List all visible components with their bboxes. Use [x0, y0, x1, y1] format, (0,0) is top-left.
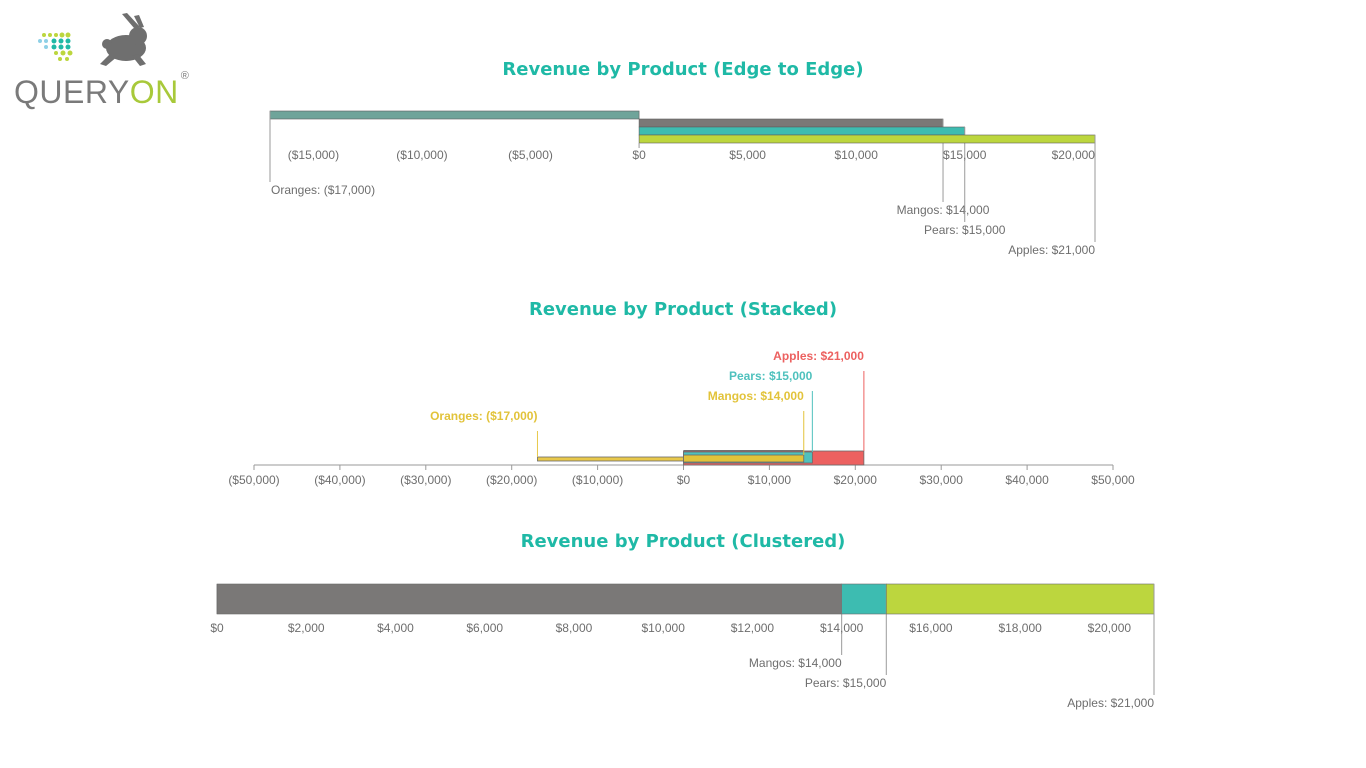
tick-label: $8,000 — [556, 621, 593, 635]
tick-label: ($50,000) — [228, 473, 279, 487]
tick-label: ($10,000) — [572, 473, 623, 487]
data-label-mangos: Mangos: $14,000 — [749, 656, 842, 670]
tick-label: $18,000 — [998, 621, 1042, 635]
tick-label: $10,000 — [748, 473, 792, 487]
tick-label: $10,000 — [641, 621, 685, 635]
tick-label: $2,000 — [288, 621, 325, 635]
tick-label: $20,000 — [834, 473, 878, 487]
data-label-apples: Apples: $21,000 — [1008, 243, 1095, 257]
tick-label: $0 — [632, 148, 646, 162]
data-label-mangos: Mangos: $14,000 — [708, 389, 804, 403]
tick-label: ($10,000) — [396, 148, 447, 162]
tick-label: ($15,000) — [288, 148, 339, 162]
tick-label: $15,000 — [943, 148, 987, 162]
tick-label: $0 — [210, 621, 224, 635]
tick-label: $20,000 — [1088, 621, 1132, 635]
tick-label: ($5,000) — [508, 148, 553, 162]
data-label-apples: Apples: $21,000 — [773, 349, 864, 363]
bar-pears — [638, 126, 966, 136]
tick-label: $4,000 — [377, 621, 414, 635]
data-label-pears: Pears: $15,000 — [924, 223, 1006, 237]
rabbit-logo-icon — [38, 13, 147, 66]
tick-label: $14,000 — [820, 621, 864, 635]
tick-label: $40,000 — [1005, 473, 1049, 487]
data-label-mangos: Mangos: $14,000 — [897, 203, 990, 217]
tick-label: ($30,000) — [400, 473, 451, 487]
tick-label: $10,000 — [834, 148, 878, 162]
data-label-oranges: Oranges: ($17,000) — [430, 409, 537, 423]
tick-label: $5,000 — [729, 148, 766, 162]
logo-wordmark: QUERYON ® — [14, 70, 190, 110]
bar-mangos — [216, 583, 842, 615]
bar-mangos — [683, 454, 805, 463]
tick-label: $30,000 — [920, 473, 964, 487]
tick-label: $20,000 — [1052, 148, 1096, 162]
tick-label: $16,000 — [909, 621, 953, 635]
tick-label: ($40,000) — [314, 473, 365, 487]
chart-title-clustered: Revenue by Product (Clustered) — [520, 531, 846, 552]
data-label-apples: Apples: $21,000 — [1067, 696, 1154, 710]
tick-label: ($20,000) — [486, 473, 537, 487]
bar-mangos — [638, 118, 944, 128]
tick-label: $6,000 — [466, 621, 503, 635]
chart-title-stacked: Revenue by Product (Stacked) — [528, 299, 838, 320]
bar-apples — [885, 583, 1155, 615]
rabbit-silhouette — [100, 13, 147, 66]
bar-apples — [638, 134, 1096, 144]
bar-pears — [841, 583, 887, 615]
bar-oranges — [537, 456, 684, 462]
tick-label: $50,000 — [1091, 473, 1135, 487]
bar-oranges — [269, 110, 640, 120]
tick-label: $0 — [677, 473, 691, 487]
chart-title-edge-to-edge: Revenue by Product (Edge to Edge) — [502, 59, 864, 80]
data-label-pears: Pears: $15,000 — [805, 676, 887, 690]
data-label-pears: Pears: $15,000 — [729, 369, 813, 383]
data-label-oranges: Oranges: ($17,000) — [271, 183, 375, 197]
queryon-logo: QUERYON ® — [10, 10, 190, 110]
tick-label: $12,000 — [731, 621, 775, 635]
speed-dots — [38, 32, 73, 61]
